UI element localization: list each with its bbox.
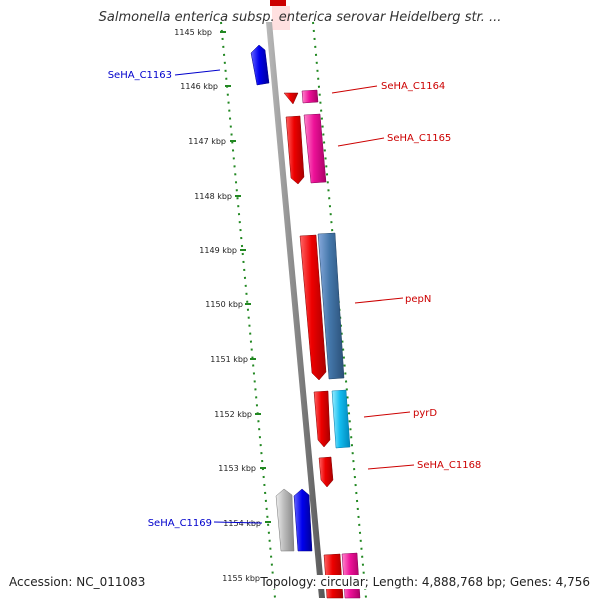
gene-grey-feature[interactable] [275,488,295,552]
gene-label-pepN[interactable]: pepN [405,294,431,305]
map-title: Salmonella enterica subsp. enterica sero… [98,10,502,25]
left-dotted-track [220,21,276,599]
genome-backbone [266,22,325,598]
leader-SeHA_C1164 [331,85,378,94]
scale-tick-label: 1150 kbp [205,300,243,309]
gene-label-SeHA_C1164[interactable]: SeHA_C1164 [381,81,445,92]
leader-pepN [354,297,404,304]
gene-SeHA_C1163[interactable] [250,44,270,86]
leader-pyrD [363,411,411,418]
gene-pepN-steel[interactable] [317,232,345,380]
gene-label-SeHA_C1165[interactable]: SeHA_C1165 [387,133,451,144]
scale-tick-label: 1147 kbp [188,137,226,146]
gene-SeHA_C1168[interactable] [318,456,334,488]
gene-label-SeHA_C1169[interactable]: SeHA_C1169 [148,518,212,529]
gene-pyrD-cyan[interactable] [331,389,351,449]
gene-pyrD-red[interactable] [313,390,331,448]
scale-tick-label: 1153 kbp [218,464,256,473]
leader-SeHA_C1168 [367,464,415,470]
scale-tick-label: 1155 kbp [222,574,260,583]
gene-label-SeHA_C1168[interactable]: SeHA_C1168 [417,460,481,471]
gene-SeHA_C1164-red[interactable] [283,92,299,105]
genome-stats-label: Topology: circular; Length: 4,888,768 bp… [260,575,590,589]
leader-SeHA_C1169 [213,521,263,524]
accession-label: Accession: NC_011083 [9,575,146,589]
scale-tick-label: 1148 kbp [194,192,232,201]
leader-SeHA_C1163 [174,69,221,76]
scale-tick-label: 1145 kbp [174,28,212,37]
scale-tick-label: 1149 kbp [199,246,237,255]
feature-top-pink[interactable] [272,6,290,30]
gene-label-SeHA_C1163[interactable]: SeHA_C1163 [108,70,172,81]
scale-tick-label: 1146 kbp [180,82,218,91]
gene-SeHA_C1169[interactable] [293,488,313,552]
gene-SeHA_C1165-pink[interactable] [303,113,327,184]
gene-SeHA_C1164-pink[interactable] [301,89,319,104]
gene-label-pyrD[interactable]: pyrD [413,408,437,419]
scale-tick-label: 1151 kbp [210,355,248,364]
gene-pepN-red[interactable] [299,234,327,381]
feature-top-red[interactable] [270,0,286,6]
leader-SeHA_C1165 [337,137,385,147]
scale-tick-label: 1154 kbp [223,519,261,528]
scale-ticks: 1145 kbp 1146 kbp 1147 kbp 1148 kbp 1149… [174,28,276,583]
gene-SeHA_C1165-red[interactable] [285,115,305,185]
scale-tick-label: 1152 kbp [214,410,252,419]
